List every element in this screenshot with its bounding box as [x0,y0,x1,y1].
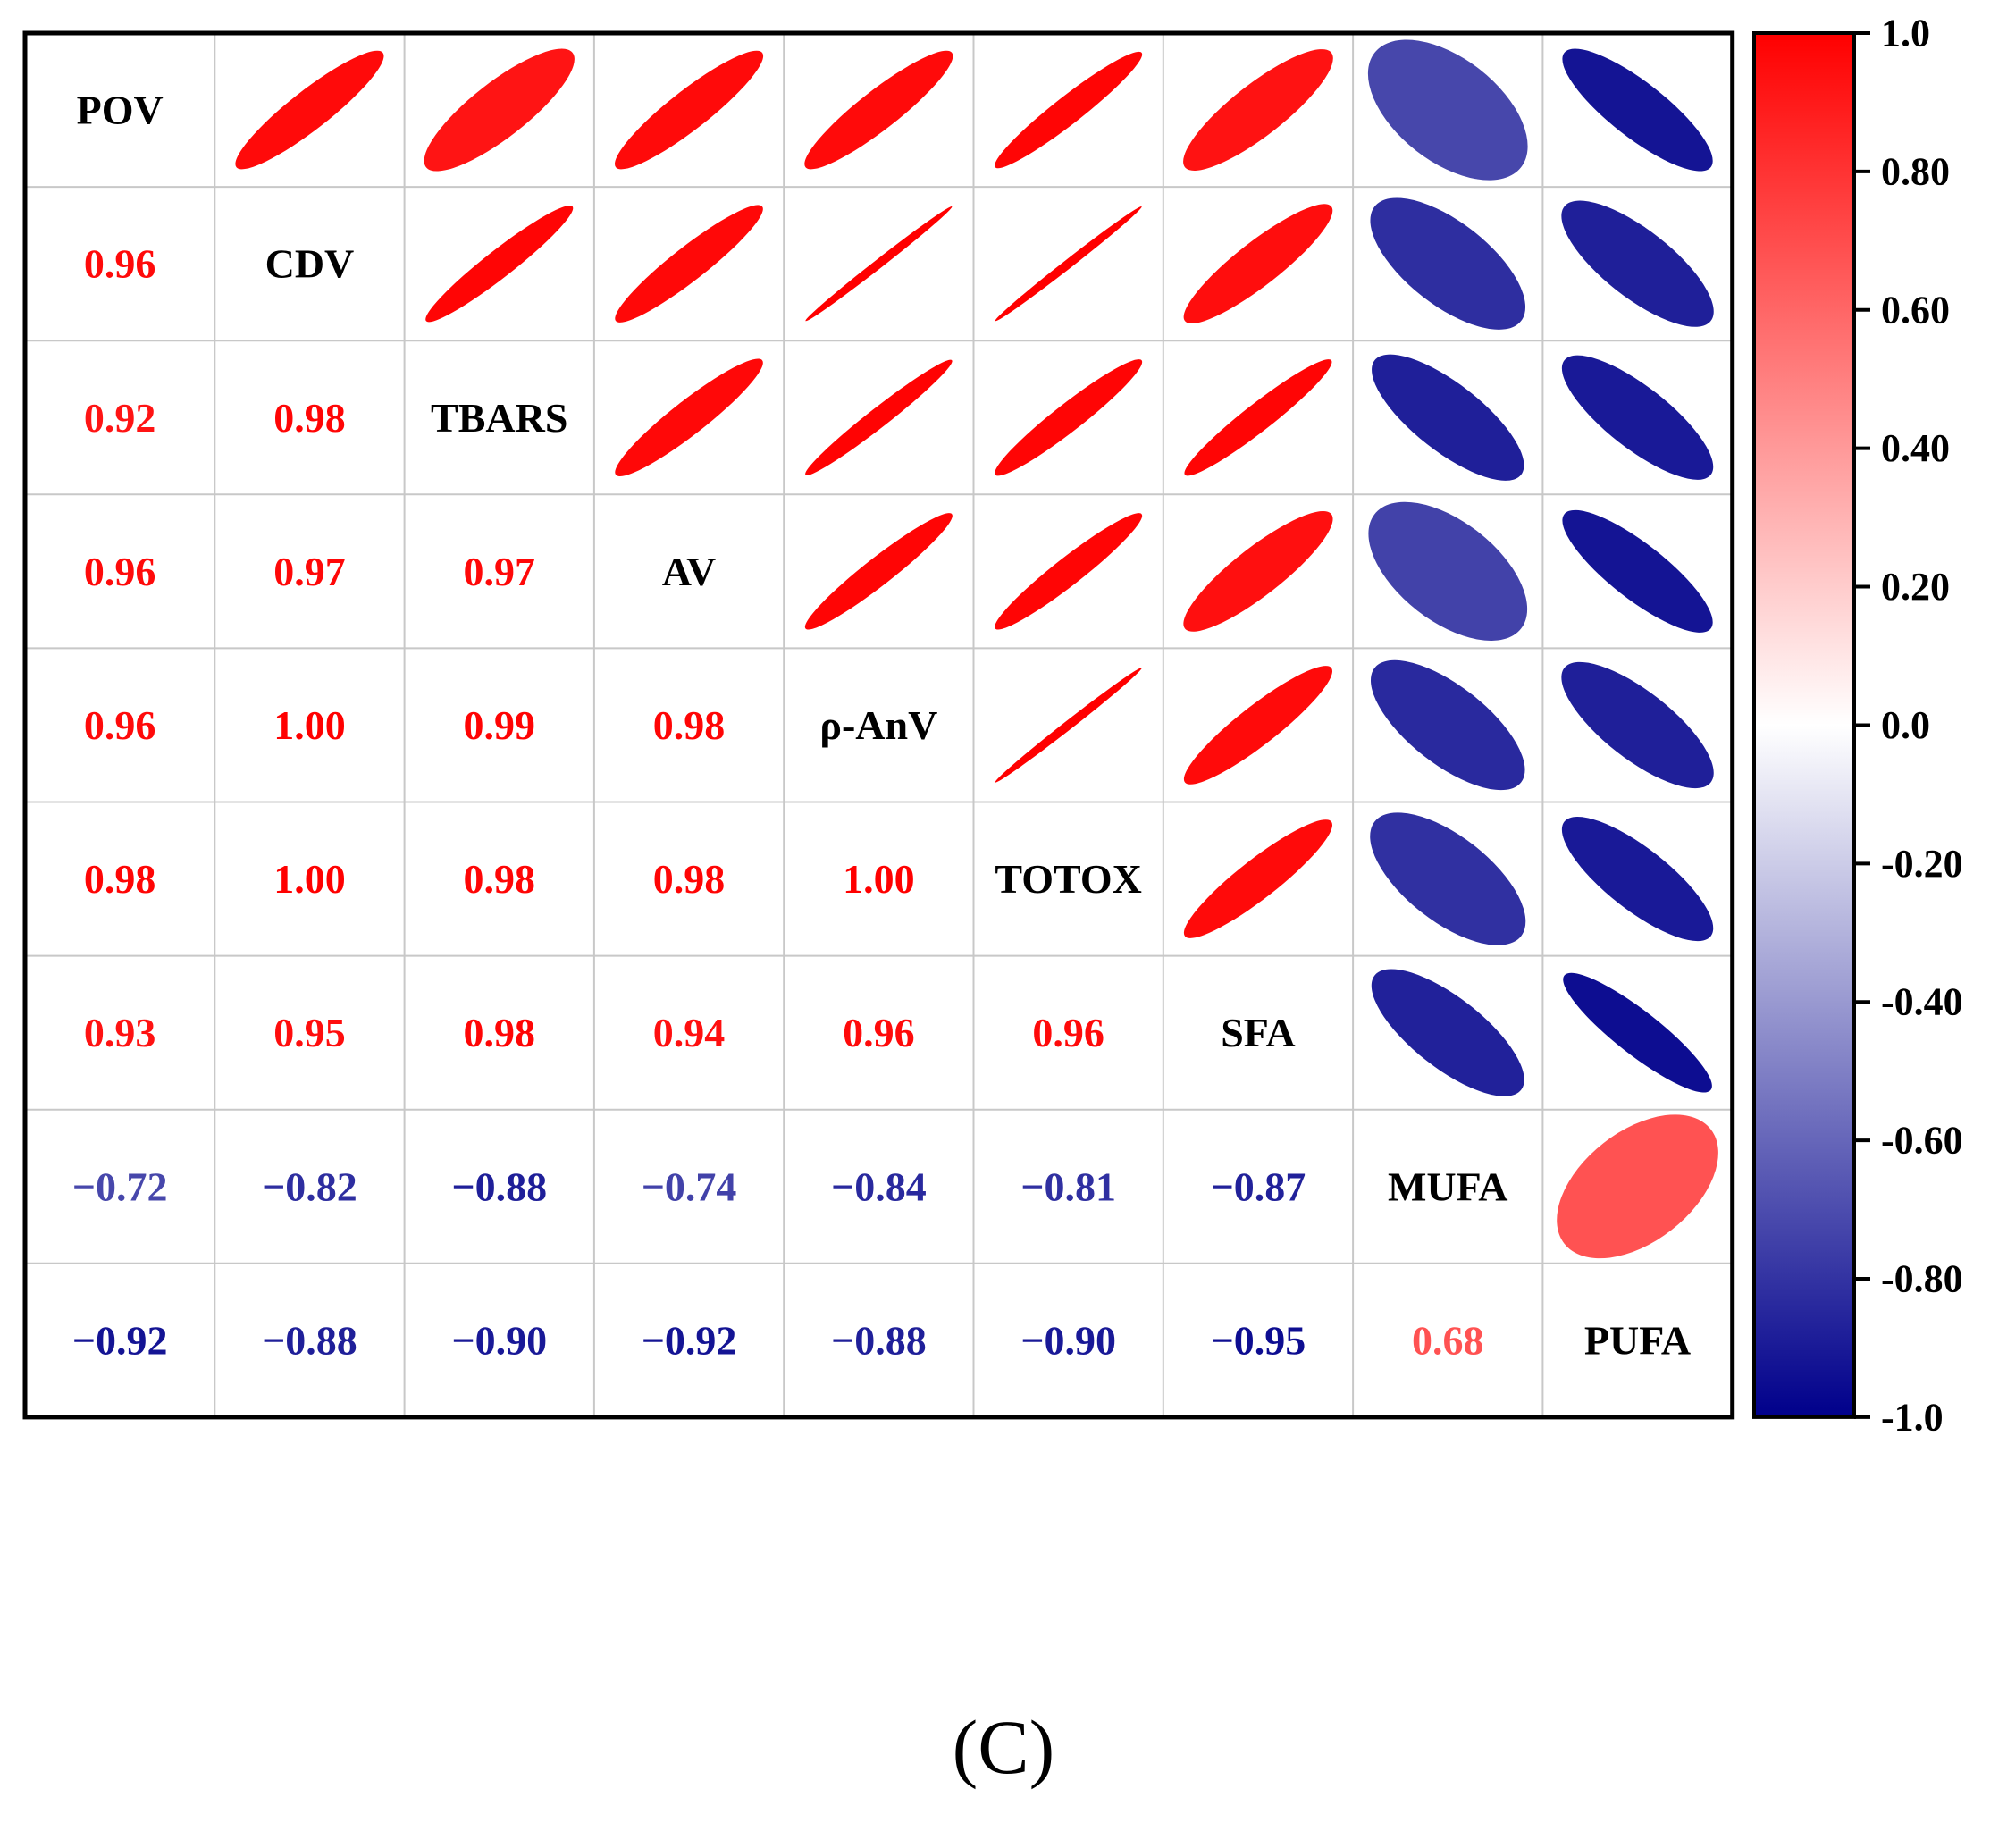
correlation-value: 0.98 [464,1010,536,1055]
correlation-ellipse [425,205,574,323]
correlation-ellipse [1562,509,1713,633]
correlation-ellipse [1561,200,1714,327]
correlation-matrix: POV 0.96 CDV 0.92 0.98 TBARS 0.96 0.97 0.97 AV 0.9… [22,30,1735,1420]
correlation-value: −0.90 [1020,1317,1116,1363]
colorbar-gradient [1752,31,1856,1419]
correlation-value: 0.96 [84,241,156,287]
variable-label-sfa: SFA [1221,1010,1296,1055]
correlation-ellipse [615,205,763,323]
colorbar: 1.0 0.80 0.60 0.40 0.20 0.0 -0.20 -0.40 -0.60 -0.… [1752,12,1963,1439]
variable-label-av: AV [662,549,717,594]
colorbar-tick-label: 0.80 [1881,149,1950,193]
correlation-ellipse [1183,510,1333,632]
correlation-ellipse [1370,197,1526,330]
correlation-ellipse [235,50,384,170]
correlation-value: −0.88 [451,1163,547,1209]
correlation-ellipse [1561,661,1714,789]
colorbar-tick-label: -0.20 [1881,842,1963,886]
correlation-value: −0.88 [831,1317,927,1363]
matrix-frame [22,30,1735,1420]
correlation-value: 0.97 [464,549,536,594]
correlation-ellipse [1370,659,1525,791]
correlation-ellipse [1183,819,1332,938]
correlation-ellipse [615,50,764,170]
correlation-ellipse [1367,39,1528,181]
variable-label-pufa: PUFA [1584,1317,1691,1363]
correlation-ellipse [805,206,953,322]
correlation-value: 0.98 [653,702,726,748]
colorbar-tick-label: -0.60 [1881,1119,1963,1163]
correlation-ellipse [1561,816,1714,942]
colorbar-tick-label: -0.80 [1881,1257,1963,1301]
correlation-ellipse [1183,204,1333,324]
correlation-value: 0.68 [1412,1317,1484,1363]
correlation-ellipse [424,48,575,172]
correlation-ellipse [805,359,953,475]
correlation-value: −0.82 [262,1163,357,1209]
correlation-ellipse [1562,48,1713,172]
correlation-value: 0.97 [273,549,346,594]
correlation-value: 0.92 [84,395,156,441]
correlation-value: −0.92 [642,1317,737,1363]
correlation-ellipse [995,206,1142,322]
correlation-ellipse [995,51,1143,169]
correlation-value: 0.95 [273,1010,346,1055]
correlation-value: 0.94 [653,1010,726,1055]
correlation-ellipse [615,358,763,476]
correlation-value: 1.00 [273,702,346,748]
correlation-ellipse [1368,501,1528,641]
colorbar-tick-label: 0.0 [1881,703,1930,747]
variable-label-mufa: MUFA [1388,1163,1508,1209]
colorbar-tick-label: -0.40 [1881,980,1963,1024]
correlation-ellipse [995,359,1143,476]
panel-label: (C) [952,1704,1055,1790]
correlation-value: −0.81 [1020,1163,1116,1209]
correlation-ellipse [1184,359,1332,476]
correlation-value: −0.87 [1211,1163,1306,1209]
correlation-ellipse [1370,812,1526,945]
correlation-value: 0.98 [653,856,726,902]
correlation-value: 0.96 [843,1010,915,1055]
correlation-ellipse [1371,969,1524,1096]
correlation-value: −0.92 [72,1317,168,1363]
correlation-value: 0.98 [84,856,156,902]
correlation-ellipse [804,50,953,170]
correlation-ellipse [1561,355,1714,480]
correlation-value: −0.95 [1211,1317,1306,1363]
variable-label-totox: TOTOX [995,856,1141,902]
correlation-value: −0.90 [451,1317,547,1363]
colorbar-tick-label: 1.0 [1881,12,1930,55]
correlation-value: −0.88 [262,1317,357,1363]
colorbar-tick-label: 0.20 [1881,565,1950,609]
correlation-value: 0.93 [84,1010,156,1055]
correlation-ellipse [995,668,1142,783]
correlation-ellipse [804,513,953,630]
correlation-value: 0.96 [84,702,156,748]
correlation-ellipse [1183,666,1332,785]
correlation-value: 0.98 [273,395,346,441]
correlation-value: −0.74 [642,1163,737,1209]
variable-label-pov: POV [77,88,164,133]
correlation-value: 1.00 [273,856,346,902]
variable-label-cdv: CDV [265,241,355,287]
colorbar-tick-label: 0.40 [1881,426,1950,470]
variable-label-rho-anv: ρ-AnV [819,702,937,748]
correlation-ellipse [1563,972,1712,1093]
correlation-value: 0.98 [464,856,536,902]
correlation-value: 1.00 [843,856,915,902]
colorbar-tick-label: -1.0 [1881,1395,1944,1439]
correlation-ellipse [1372,354,1524,481]
correlation-ellipse [1183,49,1333,172]
variable-label-tbars: TBARS [431,395,567,441]
colorbar-tick-label: 0.60 [1881,288,1950,332]
correlation-value: 0.99 [464,702,536,748]
correlation-value: 0.96 [84,549,156,594]
correlation-ellipse [1557,1114,1718,1259]
correlation-value: −0.72 [72,1163,168,1209]
correlation-ellipse [995,513,1143,630]
correlation-value: 0.96 [1032,1010,1104,1055]
correlation-value: −0.84 [831,1163,927,1209]
